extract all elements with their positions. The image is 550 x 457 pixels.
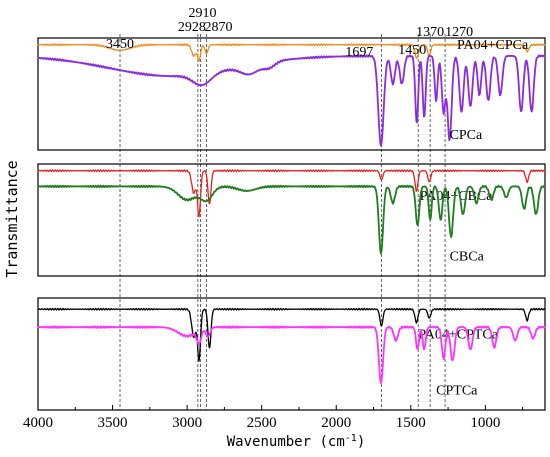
x-tick-label-3000: 3000 (172, 415, 202, 431)
series-label-cbca: CBCa (450, 249, 485, 264)
panel-frame-3 (37, 297, 546, 411)
panel-frame-1 (37, 37, 546, 151)
peak-label-1270: 1270 (445, 25, 473, 40)
panel-3: PA04+CPTCa CPTCa (37, 297, 546, 411)
series-line-pa04-cpca (37, 43, 546, 62)
x-axis-label-main: Wavenumber (cm (227, 434, 345, 450)
x-axis-label-suffix: ) (357, 434, 365, 450)
panel-1: PA04+CPCa CPCa (37, 37, 546, 151)
panel-frame-2 (37, 163, 546, 277)
peak-label-1370: 1370 (416, 25, 444, 40)
series-line-pa04-cbca (37, 169, 546, 218)
series-line-cpca (37, 54, 546, 147)
peak-label-2870: 2870 (205, 20, 233, 35)
x-axis: 4000 3500 3000 2500 2000 1500 1000 (23, 405, 524, 431)
series-label-cptca: CPTCa (436, 383, 478, 398)
peak-label-1450: 1450 (398, 43, 426, 58)
series-label-pa04-cptca: PA04+CPTCa (418, 327, 499, 342)
x-axis-label-superscript: -1 (345, 433, 357, 444)
series-line-cptca (37, 325, 546, 385)
reference-lines (119, 34, 446, 410)
series-label-cpca: CPCa (450, 128, 483, 143)
series-label-pa04-cpca: PA04+CPCa (457, 38, 529, 53)
x-tick-label-3500: 3500 (98, 415, 128, 431)
spectra-panels: PA04+CPCa CPCa PA04+CBCa CBCa PA04+CPTCa CPTC… (37, 37, 546, 411)
peak-label-3450: 3450 (106, 37, 134, 52)
x-tick-label-2500: 2500 (247, 415, 277, 431)
y-axis-label: Transmittance (3, 160, 21, 277)
x-tick-label-1000: 1000 (470, 415, 500, 431)
x-tick-label-2000: 2000 (321, 415, 351, 431)
series-line-pa04-cptca (37, 307, 546, 362)
series-line-cbca (37, 184, 546, 255)
x-axis-label: Wavenumber (cm-1) (227, 433, 366, 451)
x-tick-label-1500: 1500 (396, 415, 426, 431)
peak-label-2910: 2910 (189, 6, 217, 21)
peak-label-1697: 1697 (345, 45, 373, 60)
panel-2: PA04+CBCa CBCa (37, 163, 546, 277)
x-tick-label-4000: 4000 (23, 415, 53, 431)
series-label-pa04-cbca: PA04+CBCa (420, 189, 494, 204)
peak-label-2928: 2928 (178, 20, 206, 35)
